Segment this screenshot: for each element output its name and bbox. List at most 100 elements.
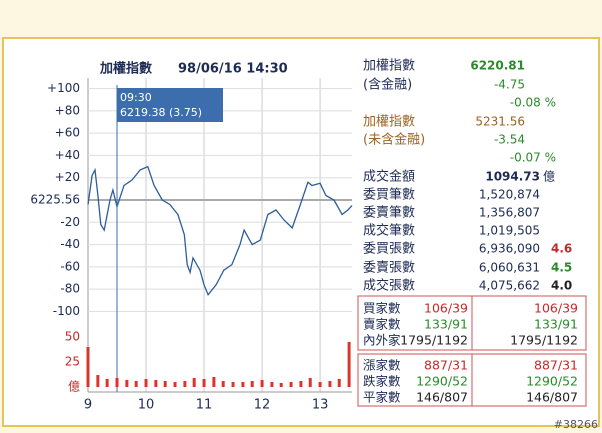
table-cell: 133/91 [534, 317, 578, 332]
row-value: 5231.56 [475, 115, 525, 129]
stats-panel: 加權指數 6220.81 (含金融) -4.75 -0.08 % 加權指數 52… [357, 59, 587, 407]
row-value: 1,520,874 [479, 188, 540, 202]
table-cell: 106/39 [424, 301, 468, 316]
table-label: 賣家數 [363, 317, 401, 332]
row-label: 加權指數 [363, 59, 415, 74]
table-cell: 106/39 [534, 301, 578, 316]
row-value: -4.75 [494, 78, 525, 92]
row-label: 成交筆數 [363, 223, 415, 239]
volume-bar [308, 378, 312, 387]
volume-bar [337, 379, 341, 387]
x-tick-label: 9 [84, 398, 92, 413]
volume-bar [299, 381, 303, 387]
row-value: -0.07 % [510, 151, 556, 165]
y-tick-label: -80 [60, 282, 80, 296]
x-tick-label: 13 [312, 398, 329, 413]
volume-bar [183, 381, 187, 387]
volume-bar [260, 380, 264, 387]
row-label: 委買筆數 [363, 188, 415, 203]
row-ratio: 4.0 [551, 279, 572, 293]
volume-bar [125, 380, 129, 387]
y-tick-label: -60 [60, 259, 80, 273]
row-label: (未含金融) [363, 132, 425, 148]
row-value: 6220.81 [470, 59, 525, 73]
table-cell: 887/31 [534, 358, 578, 373]
y-tick-label: +20 [55, 170, 80, 184]
y-tick-label: 25 [65, 355, 80, 369]
y-tick-label: +40 [55, 148, 80, 162]
volume-bar [144, 379, 148, 387]
y-tick-label: 億 [68, 380, 80, 394]
table-label: 漲家數 [363, 358, 401, 373]
y-tick-label: -20 [60, 215, 80, 229]
table-cell: 887/31 [424, 358, 468, 373]
x-tick-label: 11 [196, 398, 213, 413]
row-label: (含金融) [363, 77, 412, 93]
table-cell: 146/807 [526, 390, 578, 405]
row-value: 6,060,631 [479, 261, 540, 275]
volume-bar [134, 381, 138, 387]
row-value: 1,019,505 [479, 224, 540, 238]
row-ratio: 4.5 [551, 261, 572, 275]
row-label: 成交金額 [363, 169, 415, 185]
volume-bar [192, 378, 196, 387]
volume-bar [105, 379, 109, 387]
volume-bar [173, 382, 177, 387]
volume-bar [163, 381, 167, 387]
row-ratio: 4.6 [551, 242, 572, 256]
table-cell: 1795/1192 [400, 333, 468, 348]
y-tick-label: -40 [60, 237, 80, 251]
chart: 加權指數 98/06/16 14:30 [99, 61, 288, 77]
table-label: 內外家 [363, 333, 401, 348]
volume-bar [328, 381, 332, 387]
row-value: 6,936,090 [479, 242, 540, 256]
volume-bar [318, 382, 322, 387]
y-tick-label: -100 [53, 304, 80, 318]
y-tick-label: +60 [55, 126, 80, 140]
panel-frame [2, 37, 600, 427]
table-label: 跌家數 [363, 374, 401, 389]
volume-bar [279, 383, 283, 387]
volume-bar [347, 342, 351, 387]
volume-bar [289, 382, 293, 387]
volume-bar [241, 382, 245, 387]
x-tick-label: 12 [254, 398, 271, 413]
table-label: 平家數 [363, 390, 401, 405]
row-label: 委賣筆數 [363, 206, 415, 221]
table-cell: 146/807 [416, 390, 468, 405]
table-cell: 1795/1192 [510, 333, 578, 348]
volume-bar [231, 382, 235, 387]
table-cell: 1290/52 [526, 374, 578, 389]
row-value: 1,356,807 [479, 206, 540, 220]
row-label: 委買張數 [363, 242, 415, 257]
tooltip-value: 6219.38 (3.75) [120, 106, 202, 119]
row-label: 加權指數 [363, 115, 415, 130]
row-value: -3.54 [494, 133, 525, 147]
y-tick-label: +80 [55, 103, 80, 117]
volume-bar [212, 377, 216, 387]
volume-bar [96, 375, 100, 387]
volume-bar [202, 379, 206, 387]
row-value: -0.08 % [510, 96, 556, 110]
watermark: #38266 [554, 418, 598, 431]
volume-bar [115, 378, 119, 387]
chart-title: 加權指數 [99, 61, 152, 77]
volume-bar [154, 380, 158, 387]
row-unit: 億 [543, 170, 555, 184]
y-tick-label: 6225.56 [30, 193, 80, 207]
index-line [87, 165, 353, 296]
table-cell: 133/91 [424, 317, 468, 332]
volume-bar [270, 382, 274, 387]
y-tick-label: +100 [47, 81, 80, 95]
volume-bar [86, 347, 90, 387]
table-cell: 1290/52 [416, 374, 468, 389]
row-value: 4,075,662 [479, 279, 540, 293]
volume-bar [221, 381, 225, 387]
tooltip-time: 09:30 [120, 91, 152, 104]
x-tick-label: 10 [138, 398, 155, 413]
row-value: 1094.73 [485, 170, 540, 184]
table-label: 買家數 [363, 301, 401, 316]
row-label: 成交張數 [363, 278, 415, 294]
